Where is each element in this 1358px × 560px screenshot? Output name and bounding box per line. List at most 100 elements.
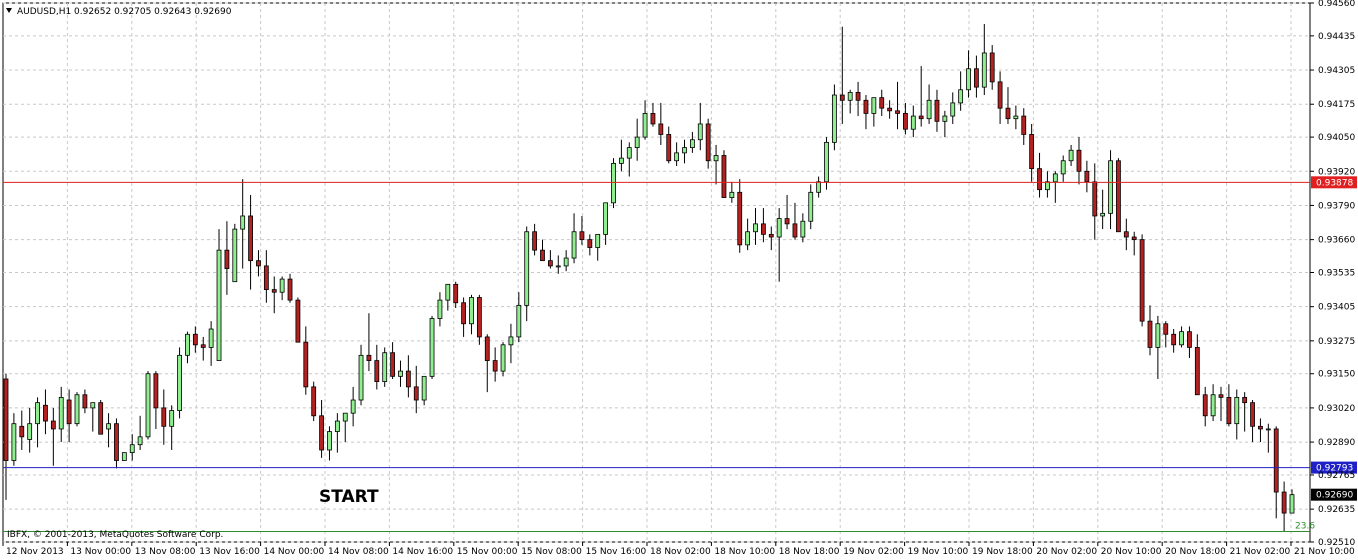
candle-body-bear [863, 99, 869, 114]
price-levels: 0.93878 0.92793 0.92690 23.6 [3, 176, 1357, 532]
resistance-price-tag [1311, 176, 1357, 189]
candle [3, 373, 9, 500]
candle [587, 234, 593, 256]
candle [1068, 144, 1074, 167]
candle [200, 336, 206, 361]
candle-body-bear [200, 344, 206, 348]
candle [595, 233, 601, 261]
candle-body-bull [145, 373, 151, 438]
candle-body-bear [1218, 394, 1224, 398]
candle-body-bull [800, 220, 806, 238]
y-tick-label: 0.93660 [1318, 236, 1355, 246]
candle [453, 281, 459, 308]
candle [1194, 334, 1200, 396]
candle [1226, 384, 1232, 427]
candle [1052, 171, 1058, 203]
candle-body-bear [1037, 168, 1042, 191]
x-tick-label: 13 Nov 00:00 [70, 547, 131, 557]
candle-body-bear [760, 223, 766, 235]
x-tick-label: 14 Nov 00:00 [264, 547, 325, 557]
candle [1060, 155, 1066, 182]
candle-body-bull [729, 191, 735, 198]
candle-body-bear [1021, 115, 1027, 135]
candle [248, 194, 253, 290]
candle-body-bear [248, 215, 253, 262]
y-tick-label: 0.94435 [1318, 32, 1355, 42]
time-axis[interactable]: 12 Nov 2013 13 Nov 00:00 13 Nov 08:00 13 No… [2, 542, 1355, 557]
candle-body-bear [579, 231, 585, 241]
candle-body-bear [666, 134, 672, 162]
candle-body-bear [737, 191, 743, 246]
candle [208, 321, 214, 366]
candle-body-bull [674, 152, 680, 162]
candle-body-bear [19, 425, 25, 438]
candle-body-bull [208, 328, 214, 348]
y-tick-label: 0.92635 [1318, 505, 1355, 515]
candle-body-bull [421, 375, 427, 401]
candle-body-bear [492, 360, 498, 372]
candle [1250, 400, 1255, 443]
y-tick-label: 0.93150 [1318, 370, 1355, 380]
candle [145, 371, 151, 440]
candle [879, 89, 885, 117]
candle-body-bull [942, 115, 948, 122]
x-tick-label: 20 Nov 18:00 [1165, 547, 1226, 557]
candle [216, 229, 222, 361]
candle-body-bull [1210, 394, 1216, 417]
copyright-text: IBFX, © 2001-2013, MetaQuotes Software C… [7, 530, 223, 540]
price-axis[interactable]: 0.94560 0.94435 0.94305 0.94175 0.94050 0.939… [1310, 0, 1355, 548]
candle [563, 250, 569, 272]
candle-body-bull [626, 147, 632, 159]
candle-body-bear [1242, 396, 1248, 404]
candle [224, 221, 230, 295]
triangle-down-icon[interactable] [6, 8, 12, 13]
candle [390, 342, 395, 379]
candle [942, 110, 948, 138]
candle [405, 355, 411, 398]
candle-body-bull [981, 52, 987, 88]
candle-body-bear [390, 352, 395, 377]
candle-body-bear [1139, 239, 1145, 322]
candle-body-bear [1281, 491, 1287, 514]
candle-body-bear [1273, 428, 1279, 493]
candle [319, 400, 324, 458]
candle [1289, 489, 1295, 514]
candle-body-bear [161, 407, 167, 427]
candle [303, 326, 309, 395]
candle-body-bear [855, 91, 861, 101]
candle [1155, 315, 1161, 379]
candle-body-bull [1108, 160, 1113, 214]
candle-body-bull [1052, 173, 1058, 183]
candle [760, 208, 766, 243]
candle [1265, 423, 1271, 453]
candle [721, 150, 727, 198]
candle-body-bear [1187, 331, 1192, 348]
candle [121, 452, 127, 461]
candle [895, 81, 900, 130]
candle-body-bull [137, 436, 143, 446]
y-tick-label: 0.93275 [1318, 337, 1355, 347]
candle-body-bull [1265, 428, 1271, 431]
candle [169, 405, 175, 450]
candle [43, 389, 48, 435]
candle-body-bull [106, 423, 111, 430]
candle-body-bull [74, 394, 80, 425]
candle-body-bull [58, 396, 64, 430]
candle [1116, 158, 1121, 233]
candle [185, 331, 190, 364]
candle-body-bear [1076, 149, 1082, 172]
candle [1139, 234, 1145, 327]
candle-body-bull [753, 223, 758, 233]
start-annotation: START [319, 487, 379, 507]
candle-body-bull [824, 141, 829, 183]
candle [784, 194, 790, 230]
candle-body-bear [461, 302, 466, 325]
candle-body-bear [974, 68, 979, 88]
candle-body-bear [989, 52, 995, 83]
candle-body-bear [895, 110, 900, 114]
candle [871, 97, 877, 127]
candle [966, 50, 971, 98]
candle-body-bear [879, 97, 885, 109]
candle [934, 89, 940, 132]
